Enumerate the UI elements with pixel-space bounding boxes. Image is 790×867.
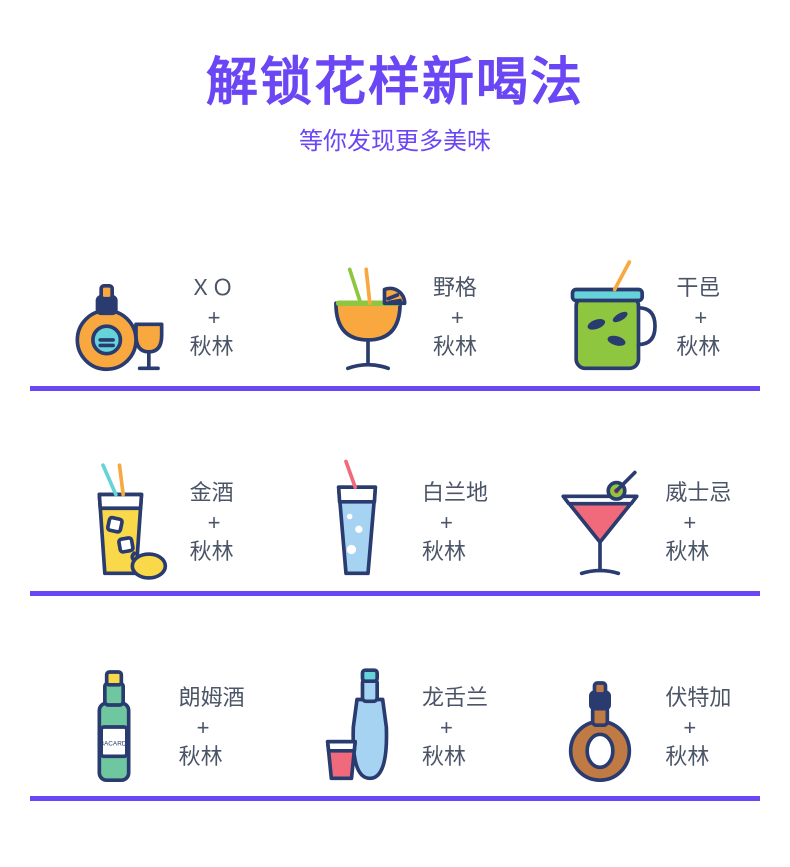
drink-row: 金酒+秋林白兰地+秋林威士忌+秋林 bbox=[30, 391, 760, 596]
plus-sign: + bbox=[422, 508, 453, 538]
drink-cell: 野格+秋林 bbox=[275, 252, 516, 386]
tequila-shot-icon bbox=[302, 662, 412, 792]
drink-label: 朗姆酒+秋林 bbox=[179, 683, 245, 792]
tall-glass-icon bbox=[302, 457, 412, 587]
brand-name: 秋林 bbox=[190, 537, 234, 567]
drink-cell: 威士忌+秋林 bbox=[518, 457, 759, 591]
drink-name: 朗姆酒 bbox=[179, 683, 245, 713]
drink-icon-wrap bbox=[302, 662, 412, 792]
drink-icon-wrap bbox=[545, 662, 655, 792]
rum-bottle-icon: BACARDI bbox=[59, 662, 169, 792]
drink-icon-wrap bbox=[70, 252, 180, 382]
page-subtitle: 等你发现更多美味 bbox=[30, 121, 760, 156]
brand-name: 秋林 bbox=[665, 537, 709, 567]
drink-grid: ＸＯ+秋林野格+秋林干邑+秋林金酒+秋林白兰地+秋林威士忌+秋林BACARDI朗… bbox=[30, 186, 760, 837]
drink-icon-wrap: BACARDI bbox=[59, 662, 169, 792]
drink-label: 白兰地+秋林 bbox=[422, 478, 488, 587]
brand-name: 秋林 bbox=[422, 537, 466, 567]
drink-name: 金酒 bbox=[190, 478, 234, 508]
brand-name: 秋林 bbox=[665, 742, 709, 772]
drink-label: 伏特加+秋林 bbox=[665, 683, 731, 792]
xo-bottle-glass-icon bbox=[70, 252, 180, 382]
drink-label: 龙舌兰+秋林 bbox=[422, 683, 488, 792]
drink-icon-wrap bbox=[302, 457, 412, 587]
drink-name: 伏特加 bbox=[665, 683, 731, 713]
drink-label: 威士忌+秋林 bbox=[665, 478, 731, 587]
plus-sign: + bbox=[190, 303, 221, 333]
drink-cell: ＸＯ+秋林 bbox=[31, 252, 272, 386]
plus-sign: + bbox=[190, 508, 221, 538]
martini-icon bbox=[545, 457, 655, 587]
drink-label: 干邑+秋林 bbox=[676, 273, 720, 382]
brand-name: 秋林 bbox=[433, 332, 477, 362]
margarita-icon bbox=[313, 252, 423, 382]
brand-name: 秋林 bbox=[422, 742, 466, 772]
drink-label: 野格+秋林 bbox=[433, 273, 477, 382]
drink-row: ＸＯ+秋林野格+秋林干邑+秋林 bbox=[30, 186, 760, 391]
drink-name: 龙舌兰 bbox=[422, 683, 488, 713]
plus-sign: + bbox=[676, 303, 707, 333]
brand-name: 秋林 bbox=[676, 332, 720, 362]
drink-cell: 伏特加+秋林 bbox=[518, 662, 759, 796]
plus-sign: + bbox=[665, 508, 696, 538]
drink-name: 野格 bbox=[433, 273, 477, 303]
plus-sign: + bbox=[422, 713, 453, 743]
drink-icon-wrap bbox=[70, 457, 180, 587]
drink-icon-wrap bbox=[556, 252, 666, 382]
cognac-bottle-icon bbox=[545, 662, 655, 792]
drink-cell: 干邑+秋林 bbox=[518, 252, 759, 386]
drink-name: 白兰地 bbox=[422, 478, 488, 508]
plus-sign: + bbox=[179, 713, 210, 743]
header: 解锁花样新喝法 等你发现更多美味 bbox=[30, 40, 760, 156]
drink-row: BACARDI朗姆酒+秋林龙舌兰+秋林伏特加+秋林 bbox=[30, 596, 760, 801]
page: 解锁花样新喝法 等你发现更多美味 ＸＯ+秋林野格+秋林干邑+秋林金酒+秋林白兰地… bbox=[0, 0, 790, 867]
plus-sign: + bbox=[665, 713, 696, 743]
brand-name: 秋林 bbox=[179, 742, 223, 772]
brand-name: 秋林 bbox=[190, 332, 234, 362]
drink-label: 金酒+秋林 bbox=[190, 478, 234, 587]
drink-cell: 白兰地+秋林 bbox=[275, 457, 516, 591]
drink-name: 威士忌 bbox=[665, 478, 731, 508]
drink-cell: 龙舌兰+秋林 bbox=[275, 662, 516, 796]
drink-cell: 金酒+秋林 bbox=[31, 457, 272, 591]
drink-name: ＸＯ bbox=[190, 273, 234, 303]
drink-label: ＸＯ+秋林 bbox=[190, 273, 234, 382]
svg-text:BACARDI: BACARDI bbox=[99, 740, 128, 747]
mason-jar-icon bbox=[556, 252, 666, 382]
drink-icon-wrap bbox=[545, 457, 655, 587]
page-title: 解锁花样新喝法 bbox=[30, 40, 760, 115]
drink-icon-wrap bbox=[313, 252, 423, 382]
highball-lemon-icon bbox=[70, 457, 180, 587]
plus-sign: + bbox=[433, 303, 464, 333]
drink-cell: BACARDI 朗姆酒+秋林 bbox=[31, 662, 272, 796]
drink-name: 干邑 bbox=[676, 273, 720, 303]
